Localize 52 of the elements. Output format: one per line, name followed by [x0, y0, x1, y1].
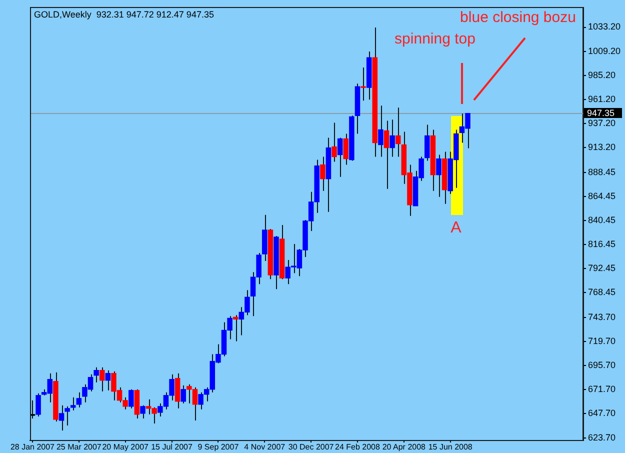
candlestick [320, 156, 326, 192]
candlestick [390, 119, 395, 158]
candlestick [180, 384, 186, 404]
candlestick [105, 370, 111, 391]
y-tick-label: 1033.20 [588, 22, 621, 32]
y-tick-label: 864.45 [588, 190, 616, 201]
x-tick-label: 20 May 2007 [102, 442, 150, 452]
chart-title: GOLD,Weekly 932.31 947.72 912.47 947.35 [34, 9, 214, 20]
x-tick-label: 9 Sep 2007 [198, 442, 240, 452]
candlestick [140, 404, 146, 419]
x-tick-label: 25 Mar 2007 [56, 442, 102, 452]
ref-line-label: 947.35 [587, 108, 615, 118]
x-tick-label: 30 Dec 2007 [288, 442, 334, 452]
y-tick-label: 768.45 [588, 287, 616, 298]
annotation: A [450, 219, 462, 236]
y-tick-label: 695.70 [588, 360, 616, 370]
y-tick-label: 985.20 [588, 70, 616, 80]
candlestick [343, 133, 349, 166]
candlestick [436, 154, 442, 198]
candlestick [332, 122, 337, 162]
annotation: blue closing bozu [460, 9, 576, 26]
y-tick-label: 1009.20 [588, 46, 621, 56]
candlestick [424, 124, 430, 162]
annotation: spinning top [394, 30, 476, 48]
candlestick [360, 67, 366, 102]
candlestick [76, 392, 82, 408]
candlestick [174, 372, 180, 409]
x-tick-label: 20 Apr 2008 [382, 442, 426, 452]
candlestick [36, 392, 41, 417]
x-tick-label: 28 Jan 2007 [10, 442, 56, 452]
y-tick-label: 840.45 [588, 214, 616, 225]
y-tick-label: 623.70 [588, 432, 616, 442]
candlestick [384, 120, 390, 190]
candlestick [395, 107, 401, 158]
x-tick-label: 4 Nov 2007 [244, 442, 286, 452]
y-tick-label: 816.45 [588, 239, 616, 250]
x-tick-label: 15 Jun 2008 [428, 442, 473, 452]
y-tick-label: 671.70 [588, 384, 616, 394]
candlestick [337, 137, 343, 178]
y-tick-label: 888.45 [588, 166, 616, 177]
y-tick-label: 937.20 [588, 118, 616, 128]
y-tick-label: 743.70 [588, 312, 616, 322]
candlestick [128, 388, 134, 409]
y-tick-label: 913.20 [588, 142, 616, 152]
x-tick-label: 24 Feb 2008 [335, 442, 380, 452]
y-tick-label: 961.20 [588, 94, 616, 104]
y-tick-label: 719.70 [588, 336, 616, 346]
candlestick [378, 105, 384, 158]
x-tick-label: 15 Jul 2007 [151, 442, 194, 452]
y-tick-label: 792.45 [588, 263, 616, 274]
candlestick [100, 366, 105, 392]
y-tick-label: 647.70 [588, 408, 616, 418]
